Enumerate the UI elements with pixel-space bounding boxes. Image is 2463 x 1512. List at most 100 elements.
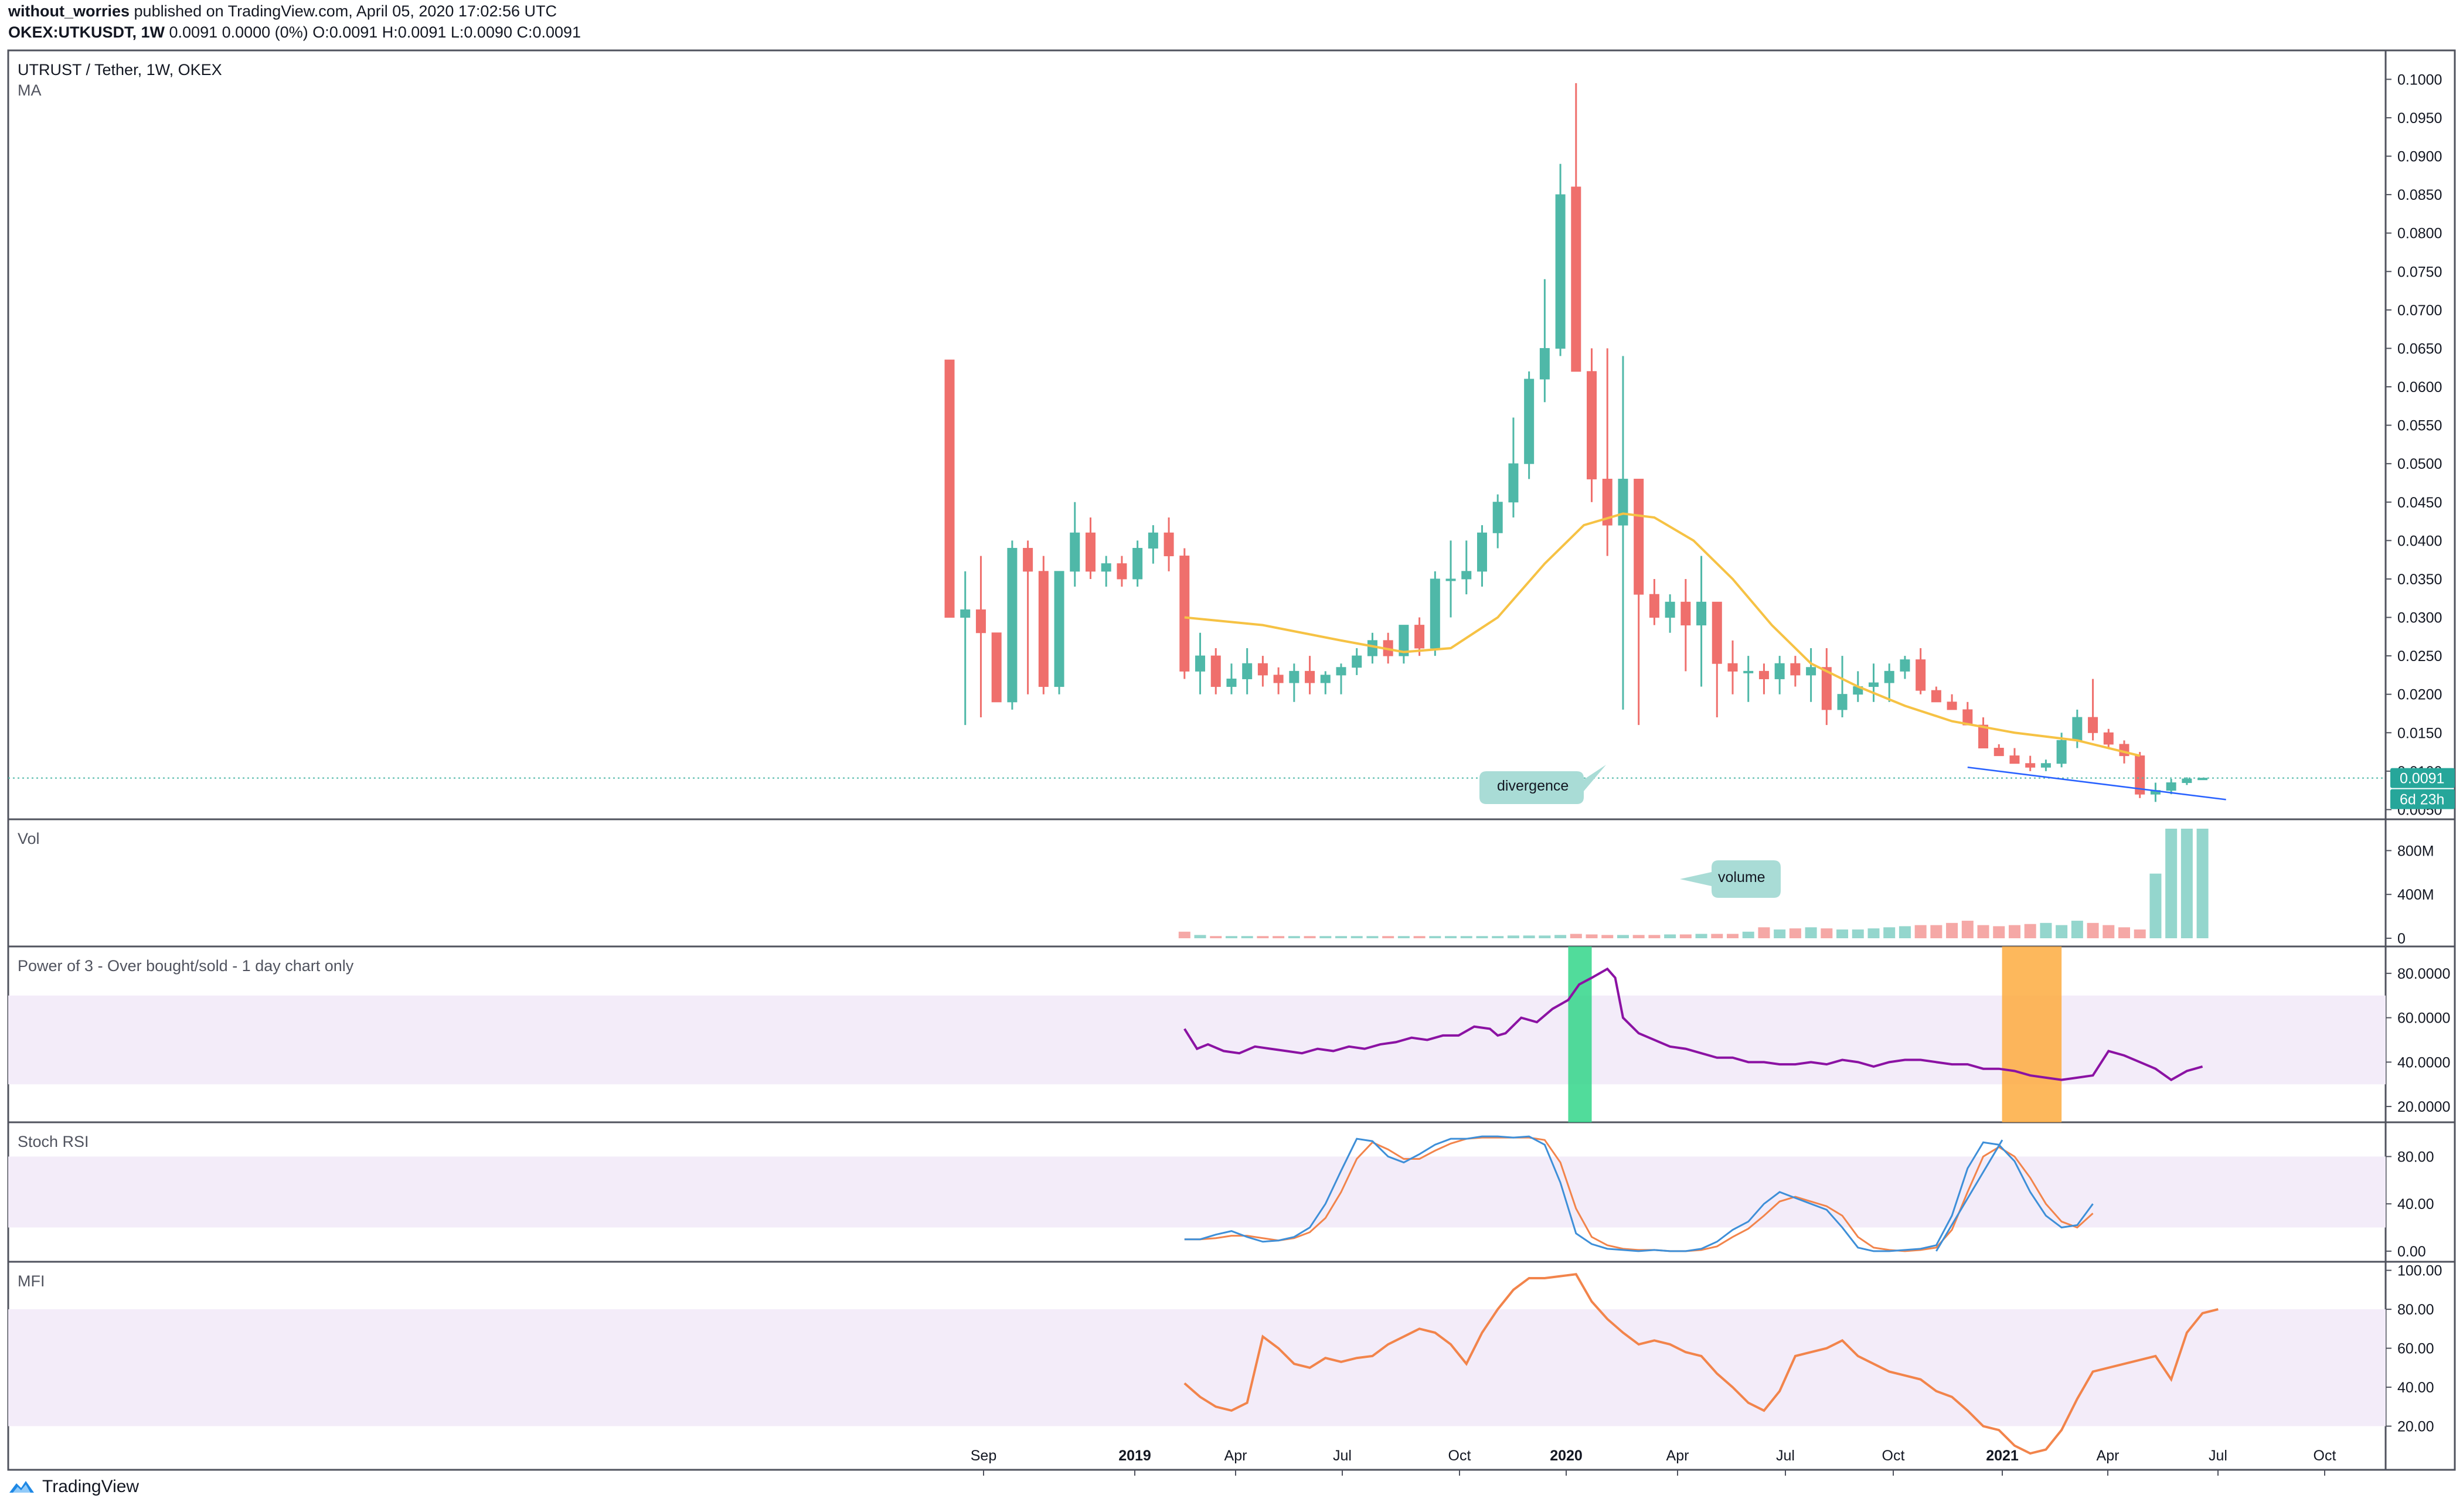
- candle-up: [960, 609, 971, 618]
- candle-up: [1524, 379, 1535, 464]
- candle-down: [1758, 670, 1769, 679]
- candle-down: [1727, 663, 1738, 672]
- volume-pane-label: Vol: [18, 830, 40, 847]
- stoch-k-line: [1184, 1135, 2094, 1252]
- time-tick-label: 2019: [1118, 1448, 1151, 1464]
- volume-bar: [1366, 936, 1379, 938]
- time-tick-label: Jul: [1776, 1448, 1795, 1464]
- publish-line: without_worries published on TradingView…: [8, 2, 557, 21]
- volume-bar: [1711, 934, 1723, 938]
- volume-bar: [2196, 829, 2209, 938]
- candle-up: [1007, 547, 1018, 703]
- volume-bar: [1273, 936, 1285, 938]
- volume-bar: [1178, 931, 1190, 938]
- candle-down: [2009, 755, 2020, 764]
- time-tick-label: Oct: [1882, 1448, 1905, 1464]
- volume-tick-label: 0: [2397, 931, 2406, 947]
- power3-tick-label: 20.0000: [2397, 1099, 2450, 1115]
- stoch-rsi-band: [8, 1156, 2386, 1228]
- stoch-rsi-tick-label: 80.00: [2397, 1149, 2434, 1165]
- price-tick-label: 0.0150: [2397, 725, 2442, 741]
- candle-up: [1430, 578, 1440, 649]
- volume-bar: [1789, 928, 1801, 938]
- candle-up: [1070, 532, 1080, 572]
- power3-tick-label: 80.0000: [2397, 966, 2450, 982]
- volume-bar: [1648, 935, 1661, 938]
- ohlc-values: 0.0091 0.0000 (0%) O:0.0091 H:0.0091 L:0…: [165, 23, 581, 41]
- chart-frame: [7, 49, 2456, 1471]
- volume-bar: [2056, 925, 2068, 938]
- volume-bar: [2087, 922, 2099, 938]
- divergence-label: divergence: [1497, 778, 1569, 794]
- time-tick-label: Apr: [1224, 1448, 1247, 1464]
- candle-up: [2166, 782, 2176, 791]
- volume-bar: [1977, 925, 1989, 938]
- mfi-tick-label: 80.00: [2397, 1302, 2434, 1318]
- countdown-label: 6d 23h: [2400, 792, 2444, 808]
- mfi-tick-label: 20.00: [2397, 1419, 2434, 1435]
- volume-bar: [1194, 935, 1206, 938]
- candle-down: [1634, 478, 1644, 595]
- volume-bar: [1899, 926, 1911, 938]
- volume-bar: [1523, 935, 1535, 938]
- author-name[interactable]: without_worries: [8, 2, 130, 20]
- volume-bar: [1554, 935, 1567, 938]
- volume-bar: [1617, 935, 1629, 938]
- volume-bar: [1695, 934, 1707, 938]
- divergence-callout: [1479, 765, 1606, 804]
- candle-up: [1352, 655, 1362, 668]
- price-tick-label: 0.0750: [2397, 264, 2442, 280]
- candle-down: [991, 632, 1002, 703]
- candle-down: [1947, 701, 1957, 710]
- volume-bar: [2008, 925, 2020, 938]
- volume-bar: [1742, 931, 1754, 938]
- price-tick-label: 0.0250: [2397, 648, 2442, 665]
- price-tick-label: 0.0650: [2397, 340, 2442, 357]
- candle-down: [1305, 670, 1315, 683]
- volume-bar: [1586, 934, 1598, 938]
- volume-bar: [1758, 927, 1770, 938]
- candle-up: [2072, 717, 2083, 741]
- candle-down: [1257, 663, 1268, 676]
- time-tick-label: Apr: [2097, 1448, 2120, 1464]
- candle-up: [2182, 778, 2192, 784]
- volume-bar: [1429, 936, 1441, 938]
- mfi-line: [1183, 1273, 2219, 1455]
- time-tick-label: Apr: [1666, 1448, 1689, 1464]
- price-tick-label: 0.0300: [2397, 610, 2442, 626]
- candle-down: [1210, 655, 1221, 687]
- volume-bar: [2134, 929, 2146, 938]
- candle-down: [1712, 601, 1722, 664]
- price-tick-label: 0.1000: [2397, 71, 2442, 88]
- volume-bar: [1445, 936, 1457, 938]
- price-tick-label: 0.0500: [2397, 456, 2442, 472]
- candle-up: [1806, 667, 1816, 676]
- volume-bar: [2024, 924, 2036, 938]
- candle-up: [1195, 655, 1206, 672]
- footer-brand-text: TradingView: [42, 1477, 140, 1496]
- volume-bar: [1961, 921, 1974, 938]
- footer-brand[interactable]: TradingView: [8, 1477, 139, 1497]
- volume-bar: [1821, 928, 1833, 938]
- time-tick-label: 2021: [1986, 1448, 2019, 1464]
- price-tick-label: 0.0800: [2397, 226, 2442, 242]
- volume-bar: [1382, 936, 1394, 938]
- candle-down: [2103, 732, 2114, 745]
- volume-bar: [2071, 921, 2083, 938]
- power3-line: [1183, 967, 2203, 1081]
- volume-bar: [1225, 936, 1237, 938]
- power3-label: Power of 3 - Over bought/sold - 1 day ch…: [18, 957, 354, 975]
- price-tick-label: 0.0950: [2397, 110, 2442, 127]
- candle-up: [1320, 675, 1331, 683]
- candle-down: [1931, 690, 1941, 703]
- stoch-rsi-tick-label: 40.00: [2397, 1196, 2434, 1213]
- price-tick-label: 0.0850: [2397, 187, 2442, 203]
- candle-down: [975, 609, 986, 634]
- mfi-tick-label: 40.00: [2397, 1380, 2434, 1396]
- candle-up: [1743, 670, 1754, 673]
- candle-up: [1492, 502, 1503, 533]
- volume-bar: [1288, 936, 1300, 938]
- candle-up: [1226, 678, 1237, 687]
- volume-tick-label: 400M: [2397, 887, 2434, 903]
